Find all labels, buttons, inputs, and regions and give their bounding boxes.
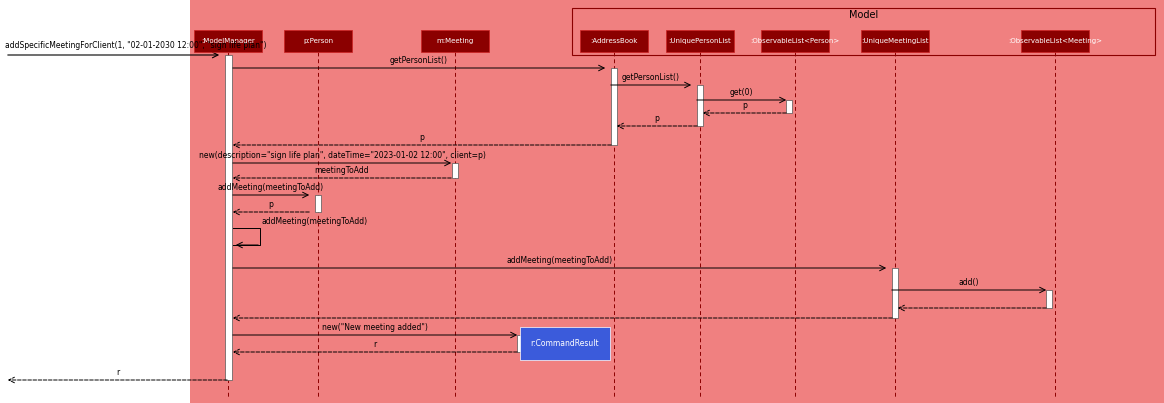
Bar — [225, 55, 232, 380]
Bar — [572, 8, 1155, 55]
Text: Model: Model — [850, 10, 879, 20]
Bar — [517, 335, 523, 352]
FancyBboxPatch shape — [194, 30, 262, 52]
Text: addMeeting(meetingToAdd): addMeeting(meetingToAdd) — [262, 217, 368, 226]
Text: new("New meeting added"): new("New meeting added") — [322, 323, 428, 332]
Text: meetingToAdd: meetingToAdd — [314, 166, 369, 175]
Text: add(): add() — [959, 278, 979, 287]
Text: :UniqueMeetingList: :UniqueMeetingList — [861, 38, 929, 44]
FancyBboxPatch shape — [421, 30, 489, 52]
Bar — [611, 68, 617, 145]
Bar — [452, 163, 457, 178]
Text: p: p — [269, 200, 274, 209]
FancyBboxPatch shape — [666, 30, 734, 52]
Text: m:Meeting: m:Meeting — [436, 38, 474, 44]
FancyBboxPatch shape — [861, 30, 929, 52]
Text: r: r — [374, 340, 377, 349]
Text: :ObservableList<Meeting>: :ObservableList<Meeting> — [1008, 38, 1102, 44]
Text: :ObservableList<Person>: :ObservableList<Person> — [751, 38, 839, 44]
Bar — [697, 85, 703, 126]
Text: :AddressBook: :AddressBook — [590, 38, 638, 44]
Text: r:CommandResult: r:CommandResult — [531, 339, 599, 348]
Bar — [786, 100, 792, 113]
Text: p:Person: p:Person — [303, 38, 333, 44]
FancyBboxPatch shape — [1021, 30, 1090, 52]
Text: getPersonList(): getPersonList() — [622, 73, 680, 82]
Text: addMeeting(meetingToAdd): addMeeting(meetingToAdd) — [218, 183, 324, 192]
Text: p: p — [419, 133, 425, 142]
Text: p: p — [654, 114, 660, 123]
FancyBboxPatch shape — [580, 30, 648, 52]
Bar — [315, 195, 321, 212]
Text: :ModelManager: :ModelManager — [201, 38, 255, 44]
Text: p: p — [743, 101, 747, 110]
FancyBboxPatch shape — [520, 327, 610, 360]
Bar — [0, 0, 190, 403]
Text: addMeeting(meetingToAdd): addMeeting(meetingToAdd) — [506, 256, 612, 265]
Bar — [1046, 290, 1052, 308]
Text: r: r — [116, 368, 119, 377]
Text: new(description="sign life plan", dateTime="2023-01-02 12:00", client=p): new(description="sign life plan", dateTi… — [199, 151, 485, 160]
Text: getPersonList(): getPersonList() — [390, 56, 448, 65]
FancyBboxPatch shape — [761, 30, 829, 52]
FancyBboxPatch shape — [284, 30, 352, 52]
Text: addSpecificMeetingForClient(1, "02-01-2030 12:00", "sign life plan"): addSpecificMeetingForClient(1, "02-01-20… — [5, 41, 267, 50]
Bar — [892, 268, 897, 318]
Text: :UniquePersonList: :UniquePersonList — [668, 38, 731, 44]
Text: get(0): get(0) — [730, 88, 753, 97]
